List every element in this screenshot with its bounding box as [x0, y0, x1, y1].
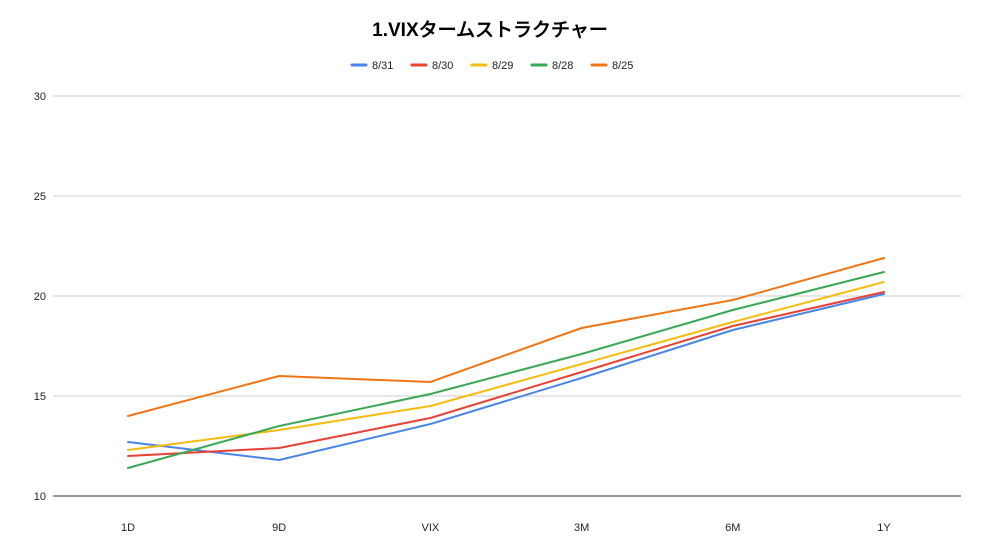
legend-label: 8/25: [612, 60, 633, 72]
y-axis-ticks: 10 15 20 25 30: [34, 91, 46, 503]
x-tick-label: 3M: [574, 522, 589, 534]
legend-label: 8/28: [552, 60, 573, 72]
y-tick-label: 30: [34, 91, 46, 103]
legend-label: 8/30: [432, 60, 453, 72]
y-tick-label: 20: [34, 291, 46, 303]
series-lines: [127, 257, 885, 469]
series-line-8-29: [127, 281, 885, 451]
legend-label: 8/29: [492, 60, 513, 72]
y-tick-label: 10: [34, 491, 46, 503]
gridlines: [53, 95, 961, 497]
y-tick-label: 15: [34, 391, 46, 403]
series-line-8-25: [127, 257, 885, 417]
x-tick-label: VIX: [422, 522, 440, 534]
legend-label: 8/31: [372, 60, 393, 72]
y-tick-label: 25: [34, 191, 46, 203]
x-tick-label: 1Y: [877, 522, 891, 534]
x-tick-label: 9D: [272, 522, 286, 534]
series-line-8-31: [127, 293, 885, 461]
x-tick-label: 6M: [725, 522, 740, 534]
x-tick-label: 1D: [121, 522, 135, 534]
series-line-8-30: [127, 291, 885, 457]
legend: 8/31 8/30 8/29 8/28 8/25: [350, 60, 633, 72]
x-axis-ticks: 1D 9D VIX 3M 6M 1Y: [121, 522, 891, 534]
chart-title: 1.VIXタームストラクチャー: [372, 19, 608, 41]
series-line-8-28: [127, 271, 885, 469]
